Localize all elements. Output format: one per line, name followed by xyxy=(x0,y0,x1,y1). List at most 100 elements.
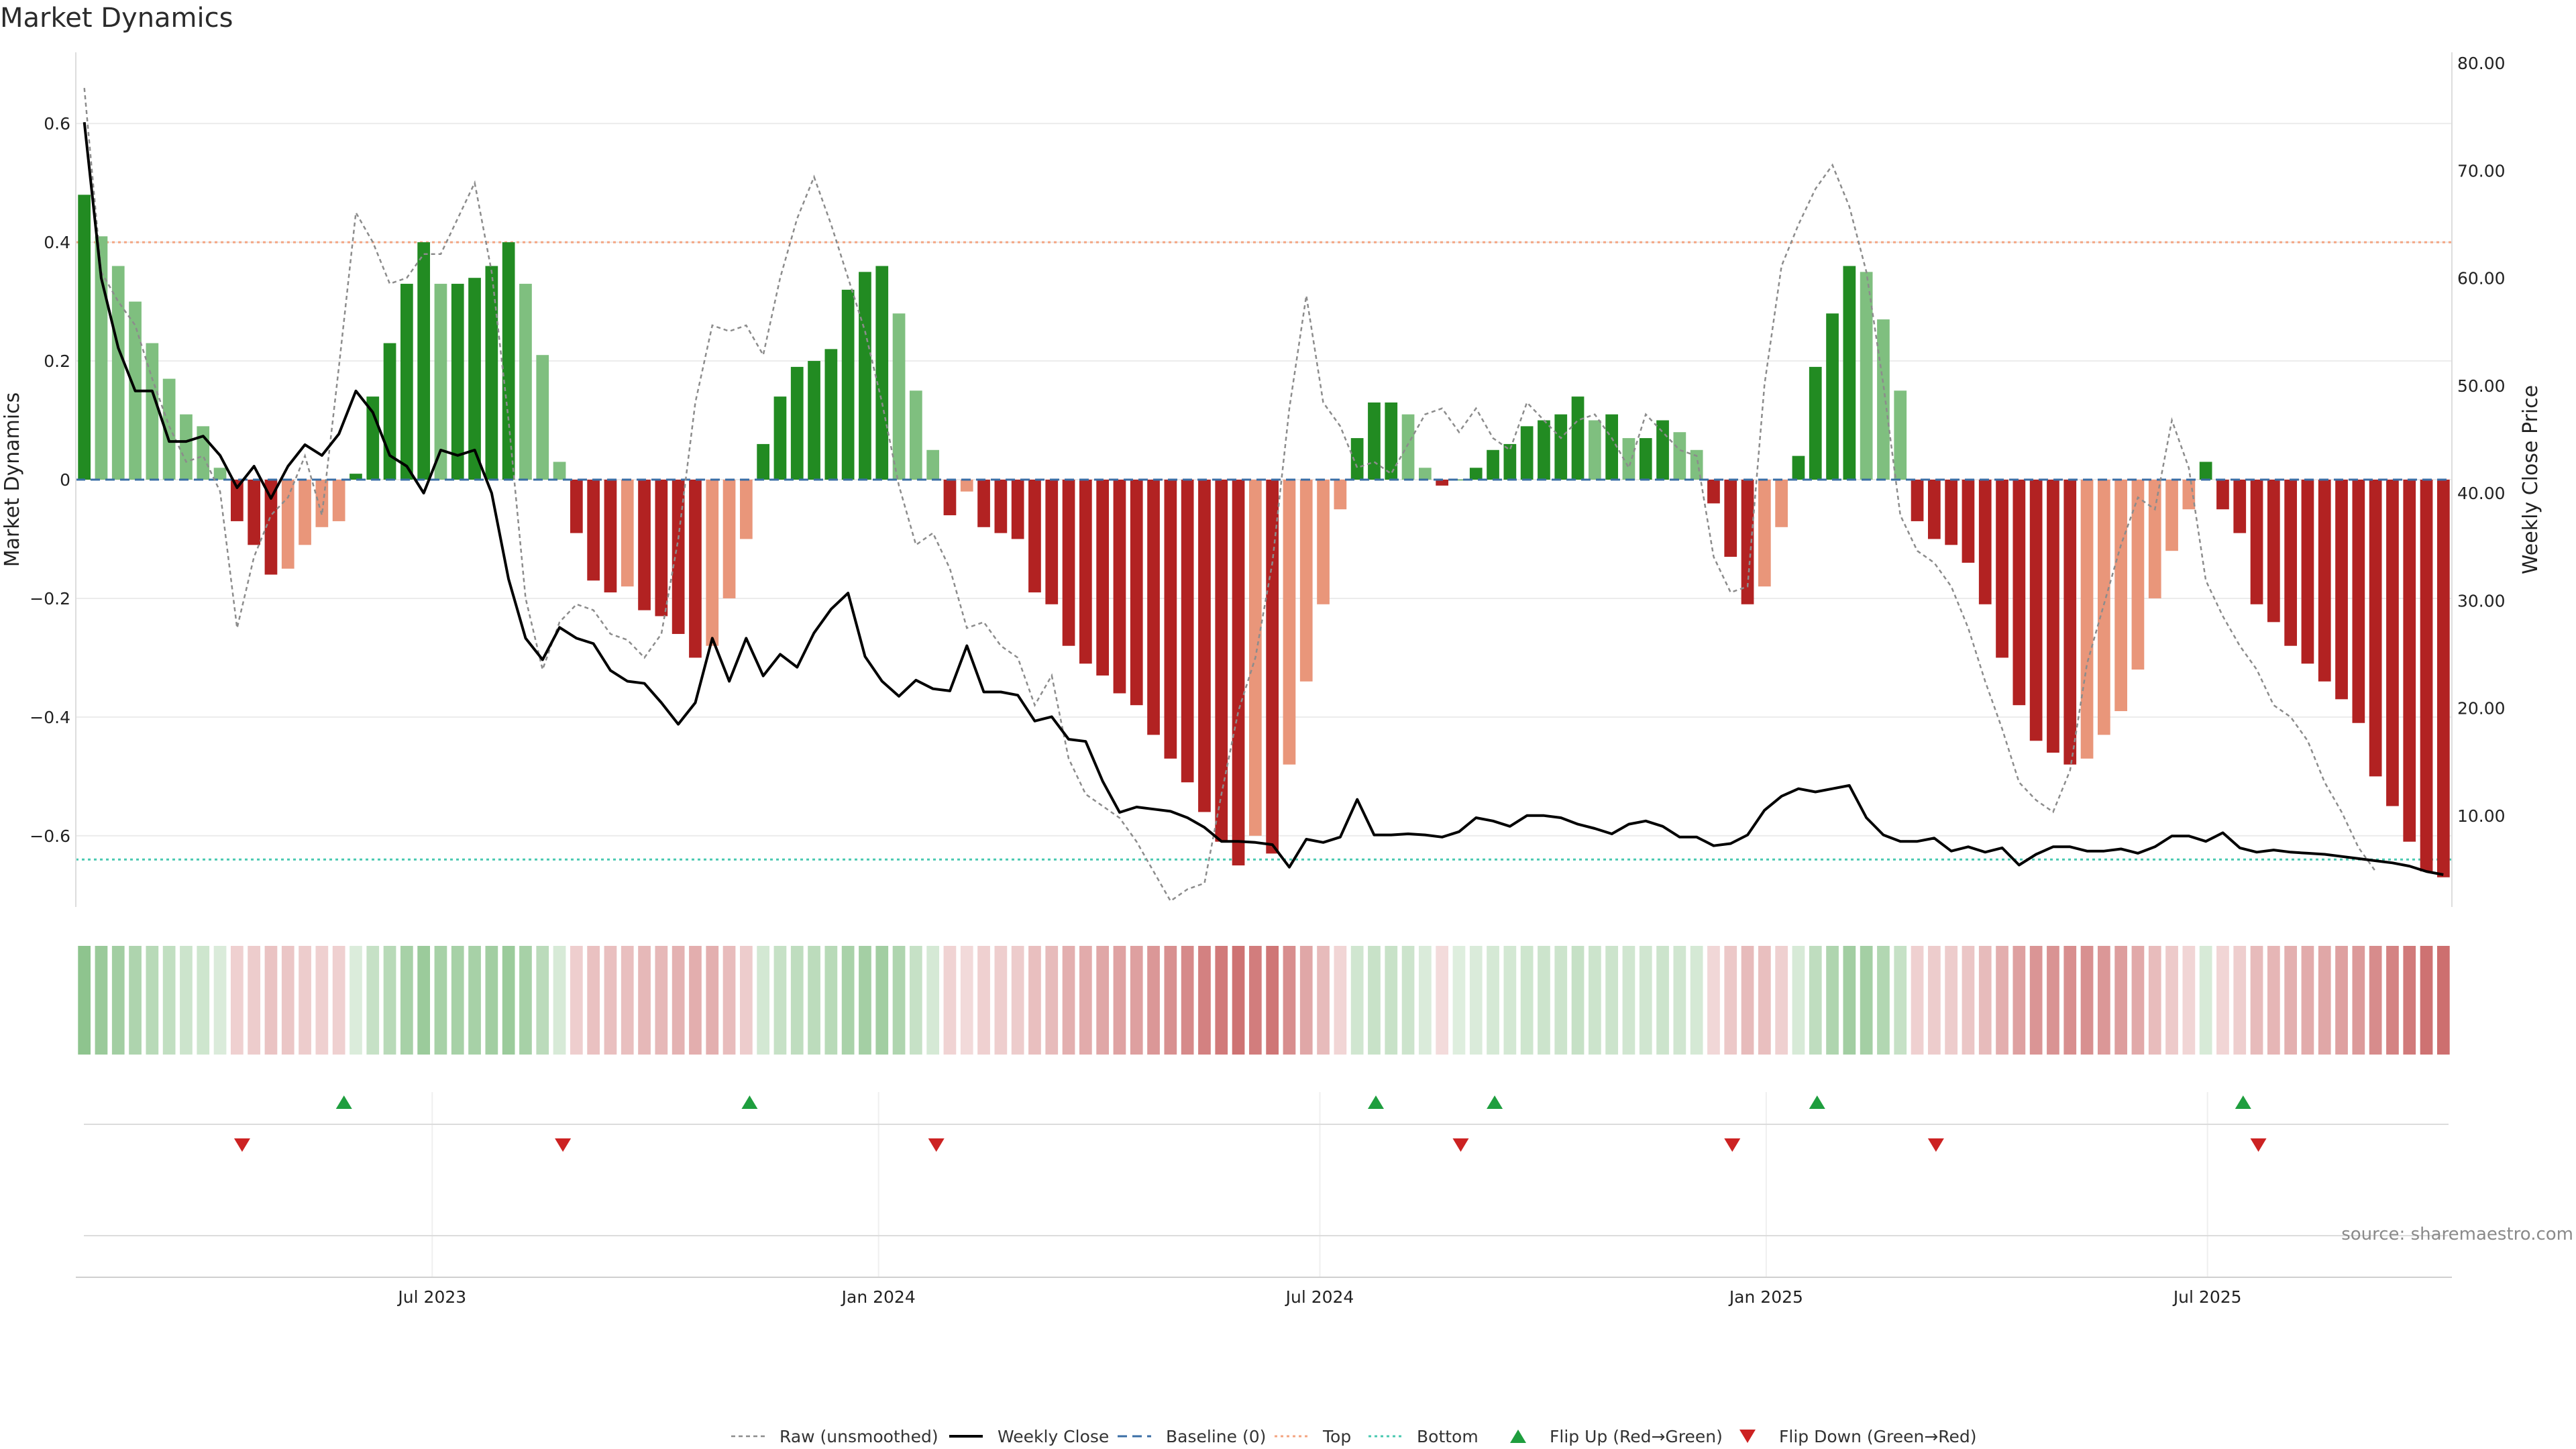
regime-cell xyxy=(638,946,651,1055)
dynamics-bar xyxy=(1656,420,1669,480)
dynamics-bar xyxy=(1843,266,1856,480)
dynamics-bar xyxy=(468,278,481,480)
regime-cell xyxy=(1503,946,1517,1055)
regime-cell xyxy=(1945,946,1958,1055)
dynamics-bar xyxy=(553,462,566,480)
regime-cell xyxy=(553,946,566,1055)
dynamics-bar xyxy=(926,449,940,480)
regime-cell xyxy=(230,946,244,1055)
regime-cell xyxy=(689,946,702,1055)
dynamics-bar xyxy=(2386,480,2399,806)
dynamics-bar xyxy=(1673,432,1686,480)
dynamics-bar xyxy=(1639,438,1652,480)
dynamics-bar xyxy=(2420,480,2433,871)
dynamics-bar xyxy=(757,443,770,480)
regime-cell xyxy=(519,946,532,1055)
regime-cell xyxy=(1996,946,2008,1055)
regime-cell xyxy=(1758,946,1771,1055)
regime-cell xyxy=(400,946,413,1055)
dynamics-bar xyxy=(638,480,651,610)
left-tick-label: 0 xyxy=(60,470,70,490)
regime-cell xyxy=(926,946,940,1055)
flip-down-marker xyxy=(1452,1138,1469,1152)
dynamics-bar xyxy=(315,480,329,527)
regime-cell xyxy=(417,946,431,1055)
left-tick-label: −0.2 xyxy=(30,589,70,608)
legend-label: Flip Up (Red→Green) xyxy=(1550,1427,1723,1446)
dynamics-bar xyxy=(400,284,413,480)
left-tick-label: 0.4 xyxy=(44,233,70,252)
right-tick-label: 10.00 xyxy=(2457,806,2506,826)
dynamics-bar xyxy=(1045,480,1059,604)
regime-cell xyxy=(1028,946,1041,1055)
regime-cell xyxy=(332,946,345,1055)
dynamics-bar xyxy=(587,480,600,581)
dynamics-bar xyxy=(1894,390,1907,480)
dynamics-bar xyxy=(350,474,362,480)
source-note: source: sharemaestro.com xyxy=(2341,1224,2573,1244)
regime-cell xyxy=(1520,946,1534,1055)
regime-cell xyxy=(1843,946,1856,1055)
regime-cell xyxy=(570,946,583,1055)
regime-cell xyxy=(2182,946,2196,1055)
dynamics-bar xyxy=(1368,402,1381,480)
regime-cell xyxy=(1198,946,1211,1055)
regime-cell xyxy=(1538,946,1550,1055)
regime-cell xyxy=(366,946,380,1055)
dynamics-bar xyxy=(1147,480,1160,735)
dynamics-bar xyxy=(1724,480,1737,557)
regime-cell xyxy=(2403,946,2416,1055)
flip-up-marker xyxy=(1809,1095,1825,1109)
dynamics-bar xyxy=(2267,480,2280,623)
dynamics-bar xyxy=(875,266,889,480)
left-tick-label: 0.2 xyxy=(44,352,70,371)
dynamics-bar xyxy=(1028,480,1041,593)
dynamics-bar xyxy=(332,480,345,521)
regime-cell xyxy=(1317,946,1330,1055)
legend-label: Top xyxy=(1322,1427,1351,1446)
regime-cell xyxy=(2131,946,2145,1055)
legend-label: Flip Down (Green→Red) xyxy=(1779,1427,1977,1446)
dynamics-bar xyxy=(1418,468,1432,480)
left-axis-ticks: 0.6 0.4 0.2 0 −0.2 −0.4 −0.6 xyxy=(30,114,70,846)
dynamics-bar xyxy=(1283,480,1296,765)
dynamics-bar xyxy=(1401,414,1415,480)
x-axis-ticks: Jul 2023 Jan 2024 Jul 2024 Jan 2025 Jul 2025 xyxy=(396,1287,2241,1307)
dynamics-bar xyxy=(2318,480,2331,682)
regime-cell xyxy=(1707,946,1720,1055)
dynamics-bar xyxy=(2250,480,2263,604)
flip-down-marker xyxy=(1927,1138,1944,1152)
regime-cell xyxy=(2012,946,2026,1055)
regime-cell xyxy=(1622,946,1635,1055)
dynamics-bar xyxy=(2012,480,2026,706)
dynamics-bar xyxy=(2301,480,2314,664)
dynamics-bar xyxy=(2165,480,2178,551)
chart-legend: Raw (unsmoothed) Weekly Close Baseline (0)… xyxy=(731,1427,1977,1446)
dynamics-bar xyxy=(1232,480,1245,866)
dynamics-bar xyxy=(519,284,532,480)
regime-cell xyxy=(722,946,736,1055)
dynamics-bar xyxy=(2284,480,2298,646)
dynamics-bar xyxy=(1877,319,1890,480)
regime-cell xyxy=(892,946,906,1055)
dynamics-bar xyxy=(1079,480,1092,664)
regime-cell xyxy=(2148,946,2161,1055)
regime-cell xyxy=(129,946,142,1055)
regime-cell xyxy=(1062,946,1075,1055)
regime-cell xyxy=(451,946,464,1055)
chart-title: Market Dynamics xyxy=(0,3,233,34)
dynamics-bar xyxy=(824,349,838,480)
regime-cell xyxy=(773,946,787,1055)
regime-cell xyxy=(994,946,1008,1055)
regime-cell xyxy=(1452,946,1466,1055)
dynamics-bar xyxy=(230,480,244,521)
dynamics-bar xyxy=(2436,480,2450,877)
dynamics-bar xyxy=(2114,480,2128,712)
regime-cell xyxy=(2420,946,2433,1055)
dynamics-bar xyxy=(1011,480,1024,539)
dynamics-bar xyxy=(808,361,820,480)
dynamics-bar xyxy=(1062,480,1075,646)
regime-cell xyxy=(162,946,176,1055)
regime-cell xyxy=(1011,946,1024,1055)
regime-cell xyxy=(1232,946,1245,1055)
